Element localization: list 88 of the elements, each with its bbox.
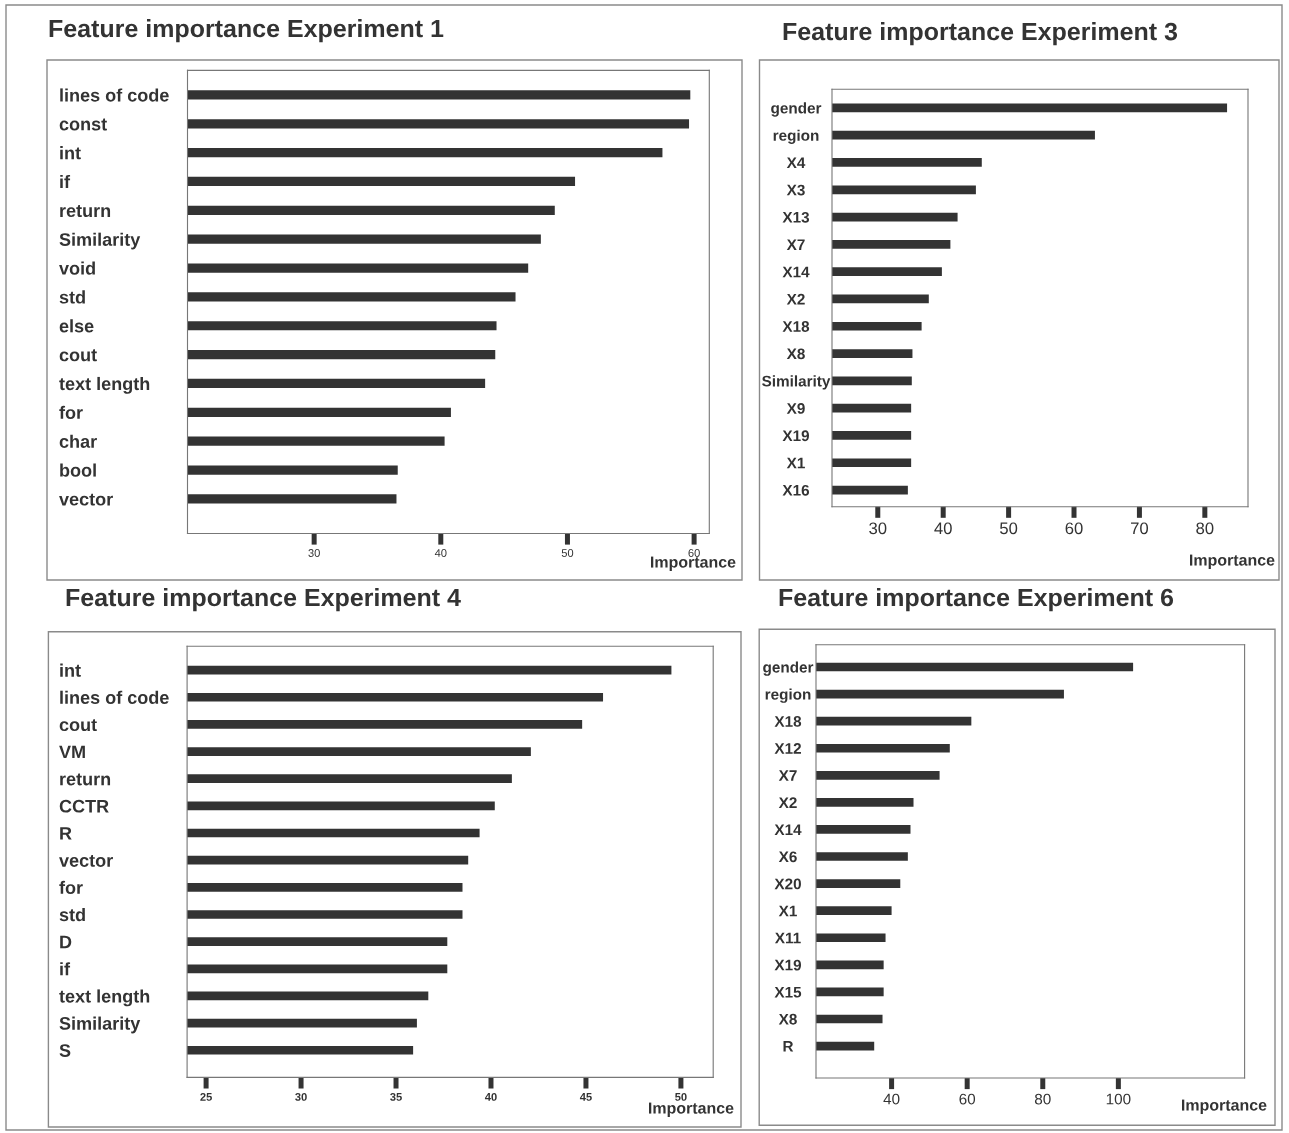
- y-tick-label: for: [59, 880, 83, 895]
- x-tick-label: 30: [869, 522, 887, 535]
- y-tick-label: region: [773, 129, 819, 144]
- x-tick-label: 50: [675, 1092, 687, 1101]
- y-tick-label: X19: [782, 430, 810, 442]
- y-tick-label: text length: [59, 376, 150, 394]
- x-tick-label: 60: [1065, 522, 1083, 535]
- x-tick-label: 30: [295, 1092, 307, 1101]
- y-tick-label: X18: [774, 716, 802, 727]
- y-tick-label: X11: [774, 932, 801, 944]
- chart-title: Feature importance Experiment 4: [66, 588, 461, 612]
- y-tick-label: cout: [59, 719, 97, 732]
- y-tick-label: X13: [782, 211, 810, 223]
- chart-title: Feature importance Experiment 3: [783, 22, 1178, 46]
- y-tick-label: X7: [786, 239, 805, 250]
- y-tick-label: text length: [59, 989, 150, 1007]
- y-tick-label: X16: [782, 484, 810, 496]
- y-tick-label: gender: [763, 661, 814, 676]
- y-tick-label: X1: [786, 457, 805, 469]
- y-tick-label: lines of code: [60, 690, 169, 704]
- y-tick-label: gender: [771, 102, 822, 117]
- y-tick-label: X7: [778, 770, 797, 781]
- y-tick-label: Similarity: [762, 375, 831, 390]
- y-tick-label: X9: [786, 403, 805, 414]
- y-tick-label: Similarity: [59, 232, 141, 250]
- y-tick-label: X6: [778, 851, 797, 863]
- x-tick-label: 40: [934, 522, 952, 535]
- x-axis-title: Importance: [1181, 1099, 1267, 1114]
- y-tick-label: CCTR: [59, 799, 109, 813]
- chart-title: Feature importance Experiment 6: [779, 588, 1174, 612]
- y-tick-label: bool: [60, 463, 96, 477]
- x-tick-label: 80: [1034, 1093, 1051, 1105]
- y-tick-label: X4: [786, 157, 806, 168]
- y-tick-label: X12: [774, 743, 801, 754]
- x-axis-title: Importance: [648, 1102, 734, 1117]
- y-tick-label: cout: [59, 349, 97, 362]
- y-tick-label: lines of code: [60, 88, 169, 102]
- y-tick-label: std: [59, 907, 85, 922]
- x-axis-title: Importance: [1189, 554, 1275, 569]
- y-tick-label: X20: [774, 878, 801, 890]
- y-tick-label: X2: [778, 797, 797, 808]
- x-tick-label: 50: [1000, 522, 1018, 535]
- y-tick-label: else: [59, 319, 94, 333]
- x-tick-label: 30: [308, 549, 320, 557]
- y-tick-label: std: [59, 290, 85, 304]
- x-tick-label: 40: [434, 549, 447, 557]
- chart-title: Feature importance Experiment 1: [49, 19, 444, 43]
- x-tick-label: 60: [959, 1093, 976, 1105]
- x-tick-label: 25: [200, 1092, 212, 1101]
- y-tick-label: X1: [778, 905, 797, 917]
- y-tick-label: X2: [786, 293, 805, 305]
- x-tick-label: 45: [579, 1093, 592, 1101]
- y-tick-label: void: [59, 261, 95, 275]
- y-tick-label: X3: [786, 184, 805, 196]
- y-tick-label: X8: [786, 348, 805, 360]
- y-tick-label: const: [59, 118, 107, 131]
- x-axis-title: Importance: [650, 556, 736, 571]
- y-tick-label: return: [60, 205, 111, 218]
- y-tick-label: int: [60, 663, 81, 677]
- y-tick-label: X14: [782, 266, 810, 278]
- x-tick-label: 60: [688, 549, 700, 557]
- y-tick-label: vector: [59, 493, 113, 506]
- y-tick-label: R: [60, 827, 72, 840]
- y-tick-label: X19: [774, 959, 802, 971]
- y-tick-label: Similarity: [59, 1016, 141, 1034]
- y-tick-label: S: [59, 1044, 71, 1057]
- x-tick-label: 70: [1131, 522, 1149, 535]
- x-tick-label: 35: [390, 1092, 402, 1101]
- y-tick-label: int: [60, 146, 81, 160]
- x-tick-label: 100: [1106, 1093, 1131, 1105]
- x-tick-label: 50: [561, 549, 574, 557]
- y-tick-label: R: [783, 1041, 794, 1052]
- y-tick-label: VM: [59, 745, 85, 759]
- x-tick-label: 40: [484, 1092, 497, 1101]
- y-tick-label: if: [60, 174, 71, 189]
- y-tick-label: vector: [59, 854, 113, 867]
- y-tick-label: char: [59, 434, 97, 448]
- y-tick-label: X18: [782, 321, 810, 332]
- y-tick-label: region: [765, 688, 811, 703]
- y-tick-label: return: [60, 773, 111, 786]
- y-tick-label: for: [59, 405, 83, 420]
- y-tick-label: D: [60, 935, 72, 949]
- y-tick-label: X15: [774, 986, 802, 998]
- x-tick-label: 40: [883, 1093, 900, 1105]
- y-tick-label: X8: [778, 1013, 797, 1025]
- y-tick-label: if: [60, 962, 71, 976]
- x-tick-label: 80: [1196, 522, 1214, 535]
- y-tick-label: X14: [774, 824, 802, 835]
